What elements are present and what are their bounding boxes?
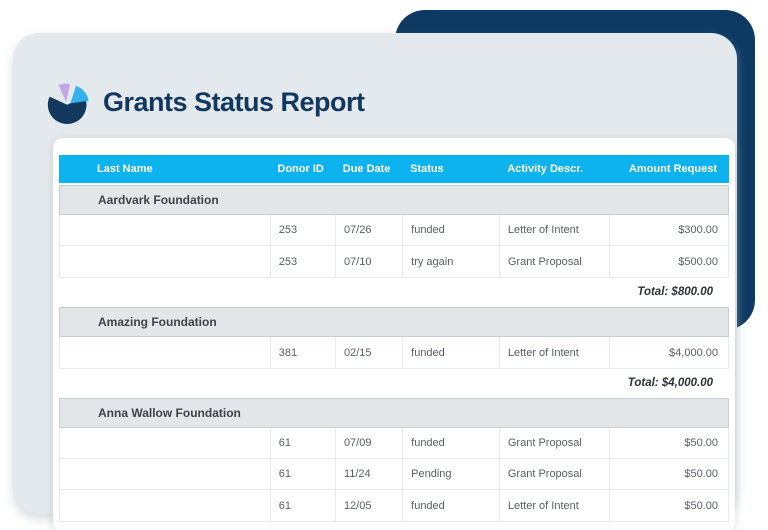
table-row: 61 12/05 funded Letter of Intent $50.00: [60, 490, 728, 521]
cell-due-date: 07/26: [334, 215, 402, 245]
group-header-row: Anna Wallow Foundation: [59, 398, 729, 428]
cell-activity-descr: Letter of Intent: [498, 337, 609, 368]
cell-due-date: 07/10: [334, 246, 402, 277]
cell-due-date: 02/15: [334, 337, 402, 368]
group-rows: 253 07/26 funded Letter of Intent $300.00 253…: [59, 215, 729, 278]
cell-amount-request: $300.00: [608, 215, 728, 245]
cell-activity-descr: Grant Proposal: [498, 459, 609, 489]
cell-donor-id: 253: [269, 215, 335, 245]
cell-activity-descr: Grant Proposal: [498, 428, 609, 458]
cell-status: Pending: [402, 459, 499, 489]
cell-amount-request: $50.00: [608, 459, 728, 489]
cell-last-name: [60, 428, 270, 458]
cell-amount-request: $4,000.00: [608, 337, 728, 368]
cell-due-date: 11/24: [334, 459, 402, 489]
cell-amount-request: $50.00: [608, 428, 728, 458]
table-header-row: Last Name Donor ID Due Date Status Activity …: [59, 155, 729, 183]
group-total-row: Total: $800.00: [59, 278, 729, 305]
cell-donor-id: 253: [269, 246, 335, 277]
cell-last-name: [60, 490, 270, 521]
group-header-row: Aardvark Foundation: [59, 185, 729, 215]
table-row: 381 02/15 funded Letter of Intent $4,000.00: [60, 337, 728, 368]
cell-activity-descr: Grant Proposal: [498, 246, 609, 277]
group-name: Aardvark Foundation: [98, 193, 219, 207]
cell-status: funded: [402, 428, 499, 458]
group-rows: 381 02/15 funded Letter of Intent $4,000.00: [59, 337, 729, 369]
cell-due-date: 12/05: [334, 490, 402, 521]
cell-status: funded: [402, 215, 499, 245]
cell-status: funded: [402, 337, 499, 368]
table-body: Aardvark Foundation 253 07/26 funded Letter …: [59, 185, 729, 522]
cell-last-name: [60, 459, 270, 489]
cell-amount-request: $50.00: [608, 490, 728, 521]
table-row: 61 07/09 funded Grant Proposal $50.00: [60, 428, 728, 459]
column-header-donor-id: Donor ID: [277, 163, 324, 175]
report-header: Grants Status Report: [46, 79, 365, 125]
column-header-status: Status: [410, 163, 444, 175]
cell-donor-id: 61: [269, 459, 335, 489]
page-title: Grants Status Report: [103, 86, 365, 117]
group-total: Total: $800.00: [637, 285, 713, 298]
group-rows: 61 07/09 funded Grant Proposal $50.00 61 11/24…: [59, 428, 729, 522]
group-total: Total: $4,000.00: [627, 376, 713, 389]
cell-activity-descr: Letter of Intent: [498, 490, 609, 521]
report-table-panel: Last Name Donor ID Due Date Status Activity …: [53, 138, 735, 530]
cell-last-name: [60, 337, 270, 368]
cell-donor-id: 61: [269, 490, 335, 521]
column-header-due-date: Due Date: [342, 163, 391, 175]
pie-chart-logo-icon: [47, 83, 89, 125]
cell-activity-descr: Letter of Intent: [498, 215, 609, 245]
report-card: Grants Status Report Last Name Donor ID Du…: [13, 33, 737, 530]
group-name: Anna Wallow Foundation: [98, 406, 241, 420]
group-name: Amazing Foundation: [98, 315, 217, 329]
grants-table: Last Name Donor ID Due Date Status Activity …: [59, 155, 729, 522]
cell-donor-id: 381: [269, 337, 335, 368]
cell-last-name: [60, 215, 270, 245]
table-row: 61 11/24 Pending Grant Proposal $50.00: [60, 459, 728, 490]
group-header-row: Amazing Foundation: [59, 307, 729, 337]
cell-donor-id: 61: [269, 428, 335, 458]
cell-amount-request: $500.00: [608, 246, 728, 277]
column-header-amount-request: Amount Request: [628, 163, 717, 175]
cell-due-date: 07/09: [334, 428, 402, 458]
cell-last-name: [60, 246, 270, 277]
cell-status: funded: [402, 490, 499, 521]
group-total-row: Total: $4,000.00: [59, 369, 729, 396]
column-header-last-name: Last Name: [97, 163, 153, 175]
table-row: 253 07/26 funded Letter of Intent $300.00: [60, 215, 728, 246]
column-header-activity-descr: Activity Descr.: [507, 163, 584, 175]
cell-status: try again: [402, 246, 499, 277]
table-row: 253 07/10 try again Grant Proposal $500.00: [60, 246, 728, 277]
